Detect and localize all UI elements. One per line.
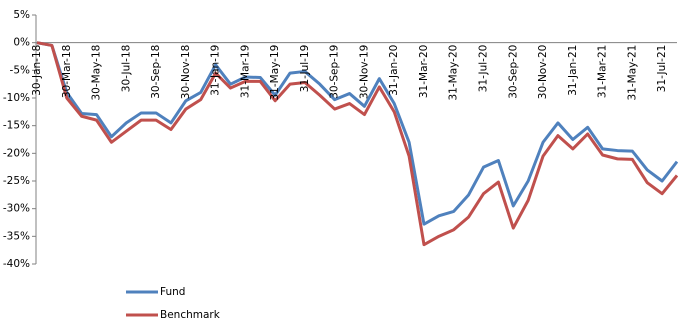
x-tick-label: 30-Nov-20: [537, 45, 549, 100]
y-tick-label: 5%: [13, 9, 30, 21]
x-tick-label: 31-Jul-20: [478, 45, 490, 93]
x-tick-label: 31-May-19: [269, 45, 281, 101]
legend-label: Fund: [160, 286, 185, 298]
y-tick-label: -10%: [3, 92, 30, 104]
x-tick-label: 31-Jul-19: [299, 45, 311, 93]
y-tick-label: -40%: [3, 258, 30, 270]
x-tick-label: 30-Nov-19: [358, 45, 370, 100]
x-tick-label: 31-Mar-21: [597, 45, 609, 98]
x-tick-label: 31-Mar-19: [239, 45, 251, 98]
x-tick-label: 30-Mar-18: [61, 45, 73, 98]
x-tick-label: 30-Nov-18: [180, 45, 192, 100]
x-tick-label: 31-Jan-21: [567, 45, 579, 96]
y-tick-label: 0%: [13, 37, 30, 49]
x-tick-label: 30-Sep-18: [150, 45, 162, 99]
x-tick-label: 31-May-21: [626, 45, 638, 101]
y-tick-label: -35%: [3, 230, 30, 242]
x-tick-label: 31-Jul-21: [656, 45, 668, 93]
x-tick-label: 30-Jan-18: [31, 45, 43, 96]
legend-label: Benchmark: [160, 309, 221, 321]
series-line: [36, 41, 678, 226]
y-tick-label: -5%: [10, 64, 30, 76]
y-tick-label: -25%: [3, 175, 30, 187]
y-tick-label: -20%: [3, 147, 30, 159]
x-tick-label: 31-Jan-20: [388, 45, 400, 96]
x-tick-label: 31-Jan-19: [210, 45, 222, 96]
y-tick-label: -30%: [3, 203, 30, 215]
x-tick-label: 30-May-18: [91, 45, 103, 101]
x-tick-label: 30-Sep-20: [507, 45, 519, 99]
y-tick-label: -15%: [3, 120, 30, 132]
x-tick-label: 31-Mar-20: [418, 45, 430, 98]
x-tick-label: 30-Sep-19: [329, 45, 341, 99]
x-tick-label: 30-Jul-18: [120, 45, 132, 93]
series-line: [36, 41, 678, 247]
x-tick-label: 31-May-20: [448, 45, 460, 101]
